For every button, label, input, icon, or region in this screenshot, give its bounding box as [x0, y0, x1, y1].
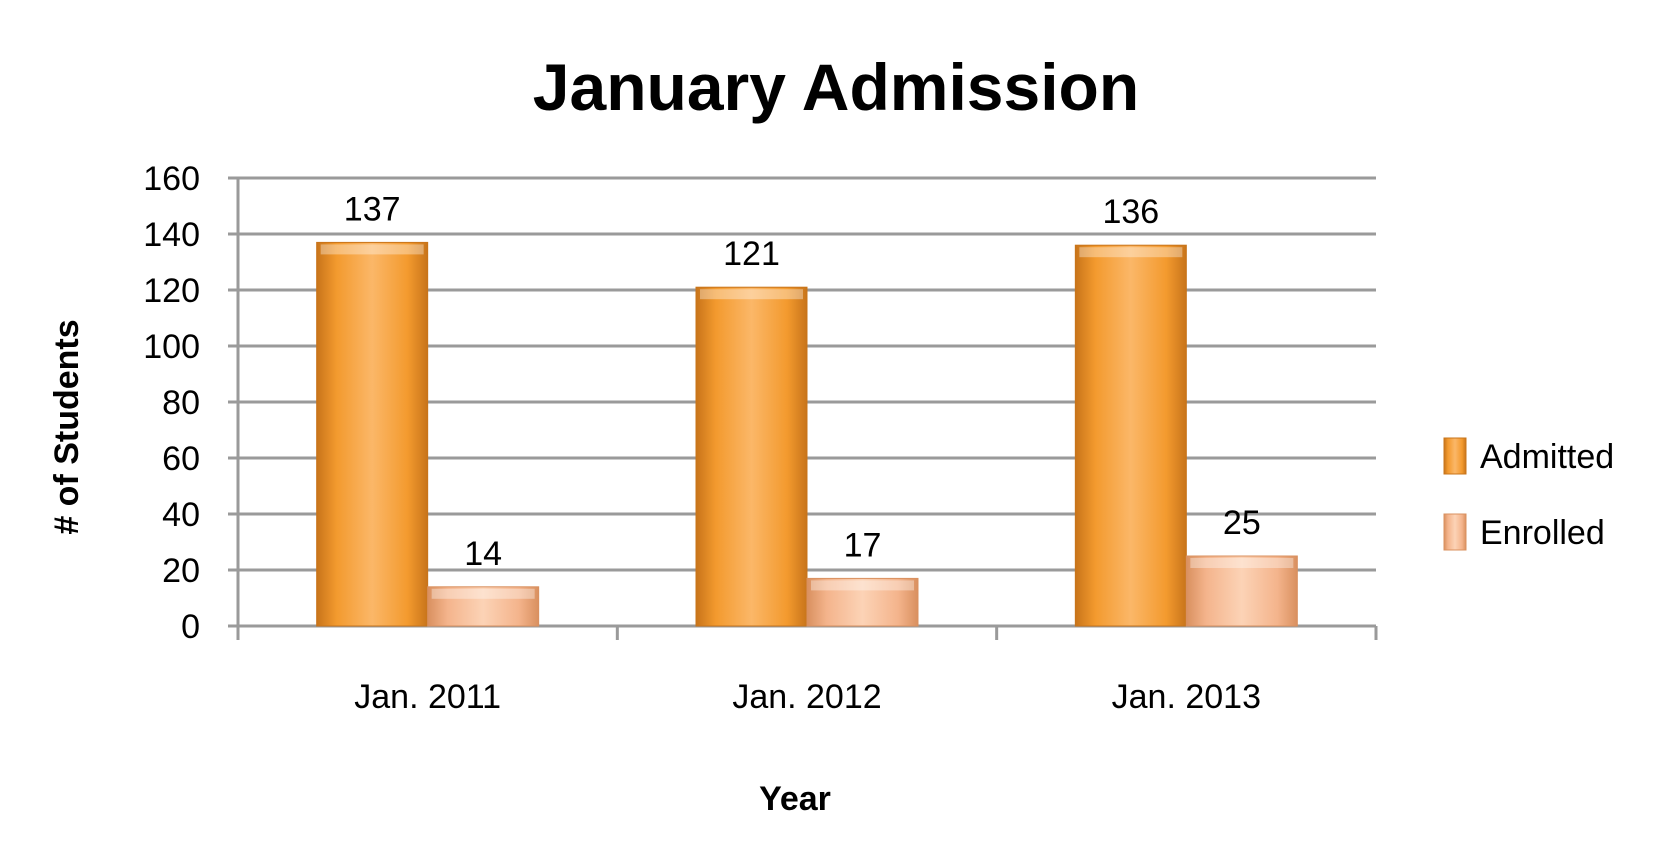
- data-label: 17: [844, 526, 882, 564]
- legend-label-admitted: Admitted: [1480, 438, 1614, 476]
- y-tick-label: 60: [162, 440, 200, 478]
- bar-admitted-2: [1074, 244, 1187, 627]
- bar-highlight: [1190, 558, 1294, 568]
- legend: Admitted Enrolled: [1443, 437, 1614, 552]
- bar-highlight: [320, 244, 424, 255]
- legend-swatch-enrolled: [1443, 513, 1467, 551]
- data-label: 137: [344, 190, 401, 228]
- x-tick-label: Jan. 2012: [732, 678, 881, 716]
- data-label: 25: [1223, 504, 1261, 542]
- data-label: 14: [464, 535, 502, 573]
- y-tick-label: 20: [162, 552, 200, 590]
- y-tick-label: 140: [143, 216, 200, 254]
- bar-highlight: [700, 289, 803, 300]
- y-tick-label: 40: [162, 496, 200, 534]
- bar-admitted-0: [316, 241, 429, 627]
- y-tick-label: 0: [181, 608, 200, 646]
- y-tick-label: 100: [143, 328, 200, 366]
- bars: [316, 241, 1298, 627]
- data-label: 136: [1102, 193, 1159, 231]
- bar-highlight: [1079, 247, 1183, 258]
- y-tick-label: 160: [143, 160, 200, 198]
- y-axis-title: # of Students: [48, 319, 86, 534]
- x-tick-label: Jan. 2011: [354, 678, 501, 716]
- bar-highlight: [811, 580, 914, 591]
- y-tick-label: 80: [162, 384, 200, 422]
- y-tick-label: 120: [143, 272, 200, 310]
- x-axis-title: Year: [759, 780, 831, 818]
- bar-enrolled-2: [1185, 555, 1298, 627]
- data-label: 121: [723, 235, 780, 273]
- bar-highlight: [431, 588, 535, 599]
- x-axis-tick-labels: Jan. 2011 Jan. 2012 Jan. 2013: [354, 678, 1261, 716]
- bar-enrolled-1: [806, 577, 919, 627]
- legend-swatch-admitted: [1443, 437, 1467, 475]
- legend-label-enrolled: Enrolled: [1480, 514, 1605, 552]
- chart-title: January Admission: [533, 50, 1139, 124]
- x-tick-label: Jan. 2013: [1112, 678, 1261, 716]
- bar-admitted-1: [695, 286, 808, 627]
- y-axis-tick-labels: 0 20 40 60 80 100 120 140 160: [143, 160, 200, 646]
- bar-enrolled-0: [427, 586, 540, 627]
- data-labels: 137 14 121 17 136 25: [344, 190, 1261, 572]
